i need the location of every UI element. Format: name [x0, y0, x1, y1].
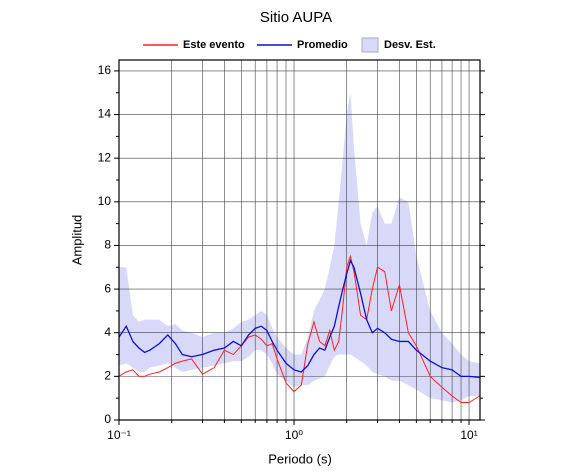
x-axis-label: Periodo (s) [268, 451, 332, 466]
y-tick-label: 4 [104, 325, 111, 339]
legend-label: Promedio [297, 39, 348, 51]
y-tick-label: 2 [104, 369, 111, 383]
x-tick-label: 10¹ [460, 428, 477, 442]
legend-label: Este evento [183, 39, 245, 51]
x-tick-label: 10⁰ [285, 428, 303, 442]
y-tick-label: 14 [98, 107, 112, 121]
x-tick-label: 10⁻¹ [107, 428, 131, 442]
plot-frame [118, 59, 481, 421]
legend-label: Desv. Est. [384, 39, 436, 51]
legend-swatch [361, 37, 379, 53]
series-line [118, 259, 480, 379]
y-tick-label: 16 [98, 63, 112, 77]
y-tick-label: 12 [98, 150, 112, 164]
y-tick-label: 0 [104, 412, 111, 426]
y-tick-label: 6 [104, 281, 111, 295]
std-band [119, 92, 480, 403]
series-line [118, 254, 480, 404]
y-axis-label: Amplitud [69, 215, 84, 266]
y-tick-label: 8 [104, 238, 111, 252]
y-tick-label: 10 [98, 194, 112, 208]
chart-title: Sitio AUPA [260, 9, 332, 26]
